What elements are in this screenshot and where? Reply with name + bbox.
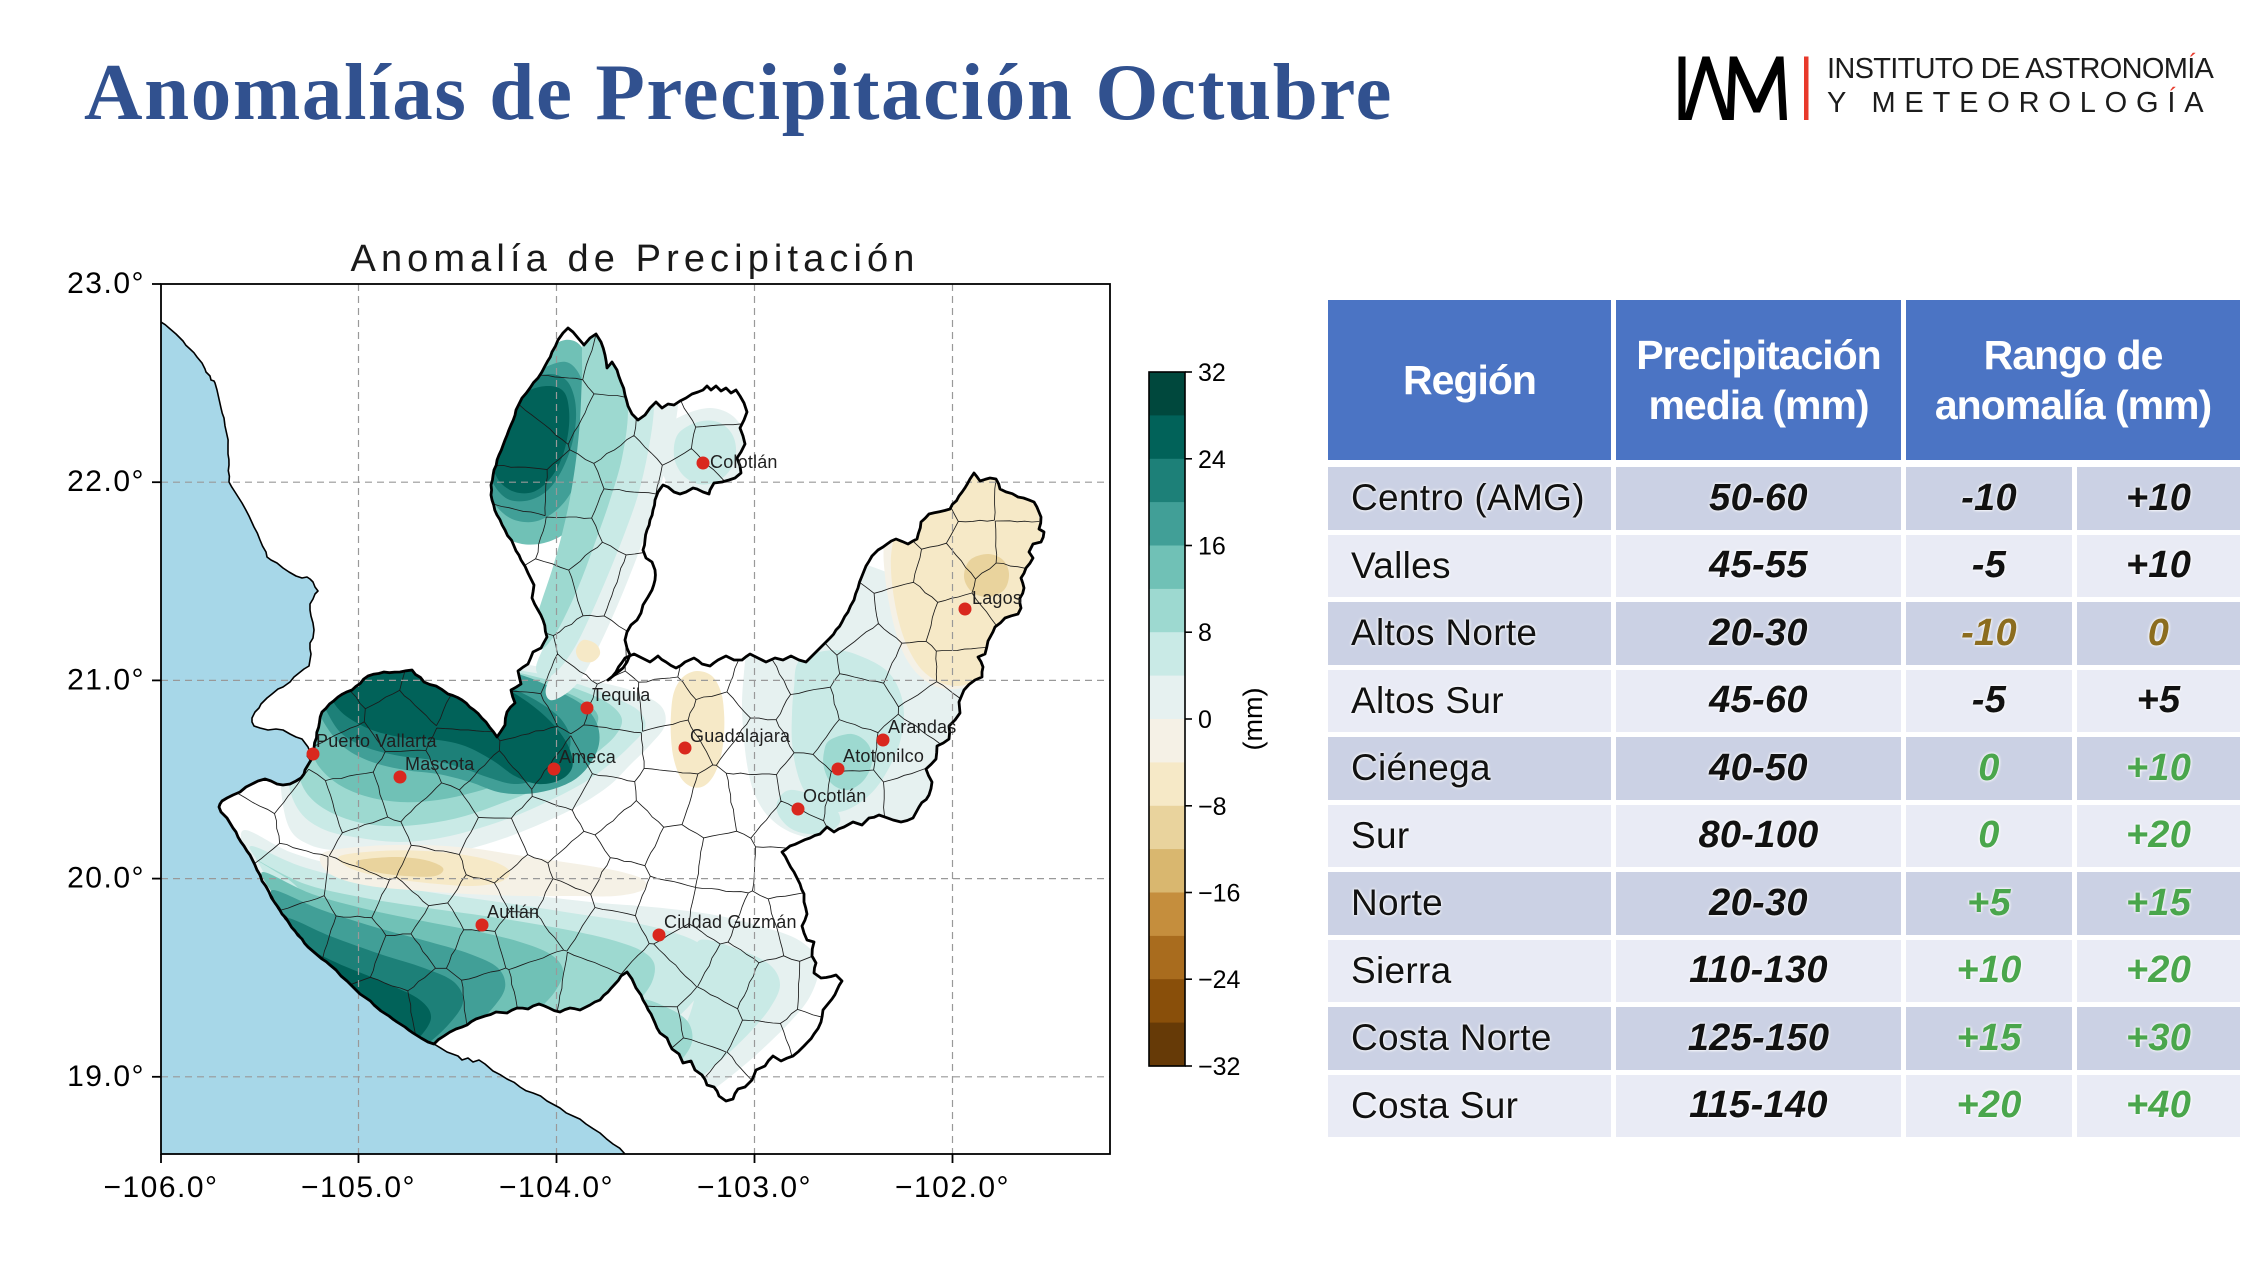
svg-text:−16: −16 [1198,880,1240,908]
svg-text:32: 32 [1198,359,1226,387]
svg-text:21.0°: 21.0° [67,663,145,696]
svg-text:Anomalía de Precipitación: Anomalía de Precipitación [351,238,920,280]
svg-text:−106.0°: −106.0° [103,1171,218,1204]
svg-text:Autlán: Autlán [487,902,539,922]
svg-text:−102.0°: −102.0° [895,1171,1010,1204]
svg-text:23.0°: 23.0° [67,267,145,300]
svg-text:−24: −24 [1198,966,1241,994]
svg-text:−8: −8 [1198,793,1227,821]
svg-text:Ocotlán: Ocotlán [803,786,866,806]
svg-text:Colotlán: Colotlán [710,452,778,472]
svg-text:−103.0°: −103.0° [697,1171,812,1204]
svg-text:−105.0°: −105.0° [301,1171,416,1204]
svg-text:Puerto Vallarta: Puerto Vallarta [316,731,438,751]
svg-text:8: 8 [1198,619,1212,647]
svg-text:22.0°: 22.0° [67,465,145,498]
svg-text:0: 0 [1198,706,1212,734]
svg-text:Tequila: Tequila [592,685,651,705]
svg-text:(mm): (mm) [1238,688,1268,751]
svg-text:Atotonilco: Atotonilco [843,746,924,766]
svg-text:Mascota: Mascota [405,754,475,774]
svg-text:Arandas: Arandas [888,717,956,737]
svg-text:Ameca: Ameca [559,747,617,767]
svg-text:16: 16 [1198,533,1226,561]
svg-text:−32: −32 [1198,1053,1240,1081]
svg-text:Ciudad Guzmán: Ciudad Guzmán [664,912,797,932]
svg-text:19.0°: 19.0° [67,1060,145,1093]
svg-text:Guadalajara: Guadalajara [690,726,791,746]
svg-text:Lagos: Lagos [972,588,1022,608]
svg-text:−104.0°: −104.0° [499,1171,614,1204]
svg-text:24: 24 [1198,446,1226,474]
svg-text:20.0°: 20.0° [67,862,145,895]
